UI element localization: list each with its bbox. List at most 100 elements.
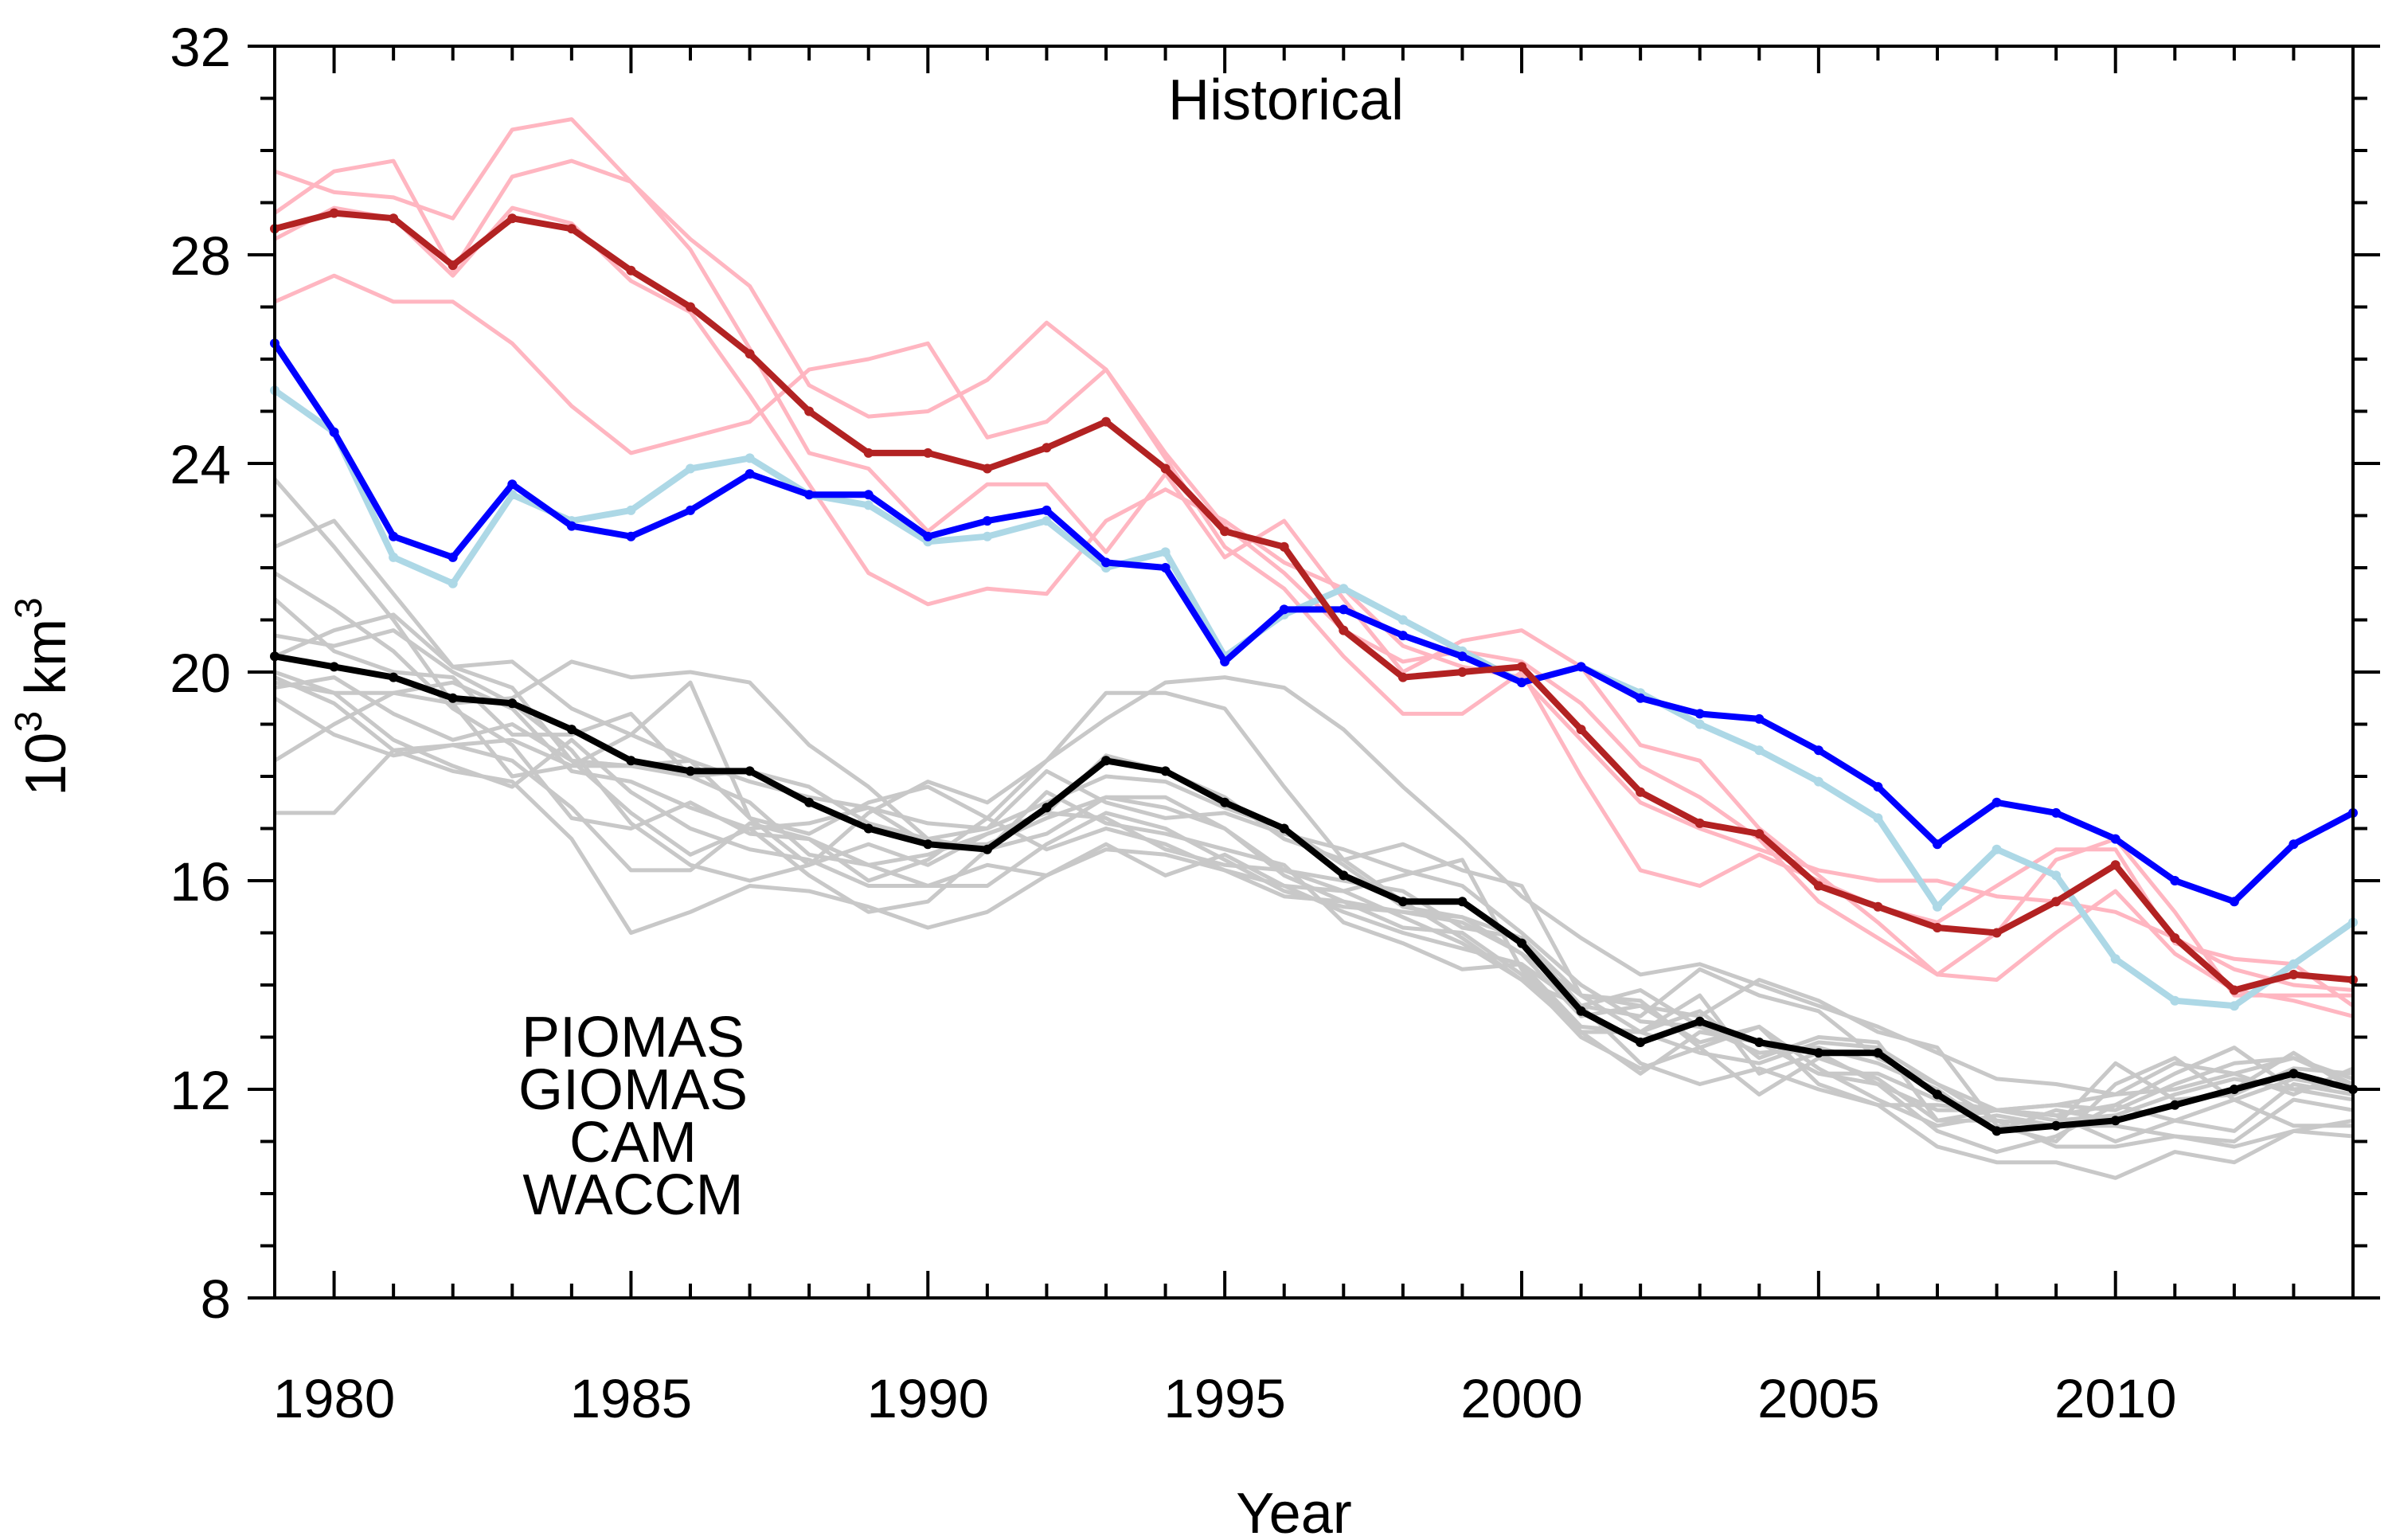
data-point-piomas-1983 (507, 490, 518, 500)
data-point-piomas-2009 (2051, 870, 2062, 881)
data-point-piomas-2011 (2170, 995, 2180, 1006)
series-line-piomas (272, 388, 2355, 1010)
data-point-piomas-1997 (1339, 584, 1349, 594)
data-point-cam-1994 (1160, 766, 1171, 776)
data-point-waccm-1985 (626, 265, 636, 276)
data-point-piomas-1989 (863, 500, 874, 510)
data-point-waccm-1980 (329, 208, 339, 218)
data-point-waccm-1984 (566, 224, 577, 234)
data-point-piomas-1987 (745, 453, 755, 463)
data-point-giomas-1986 (686, 505, 695, 515)
data-point-giomas-1994 (1160, 563, 1171, 573)
x-tick-label-2000: 2000 (1460, 1368, 1583, 1429)
data-point-waccm-1994 (1160, 463, 1171, 474)
ensemble-line-cam-5 (273, 518, 2354, 1128)
series-line-giomas (272, 342, 2355, 905)
legend: PIOMAS GIOMAS CAM WACCM (518, 1006, 748, 1227)
y-tick-label-32: 32 (170, 17, 231, 78)
y-axis-title: 103 km3 (8, 597, 78, 795)
x-tick-label-1995: 1995 (1163, 1368, 1286, 1429)
data-point-giomas-1993 (1101, 557, 1111, 568)
ensemble-line-waccm-3 (273, 205, 2354, 992)
data-point-giomas-1996 (1279, 604, 1289, 615)
ensemble-line-cam-12 (273, 680, 2354, 1149)
plot-frame (273, 45, 2355, 1300)
data-point-cam-2004 (1754, 1038, 1765, 1047)
data-point-giomas-2005 (1813, 745, 1823, 756)
data-point-cam-1981 (389, 672, 399, 682)
data-point-giomas-1981 (389, 531, 399, 541)
y-tick-label-16: 16 (170, 851, 231, 913)
data-point-cam-1987 (745, 766, 755, 776)
data-point-cam-1984 (566, 725, 577, 735)
data-point-giomas-1997 (1339, 604, 1349, 615)
y-tick-label-28: 28 (170, 225, 231, 287)
data-point-waccm-2007 (1933, 923, 1942, 932)
data-point-giomas-2001 (1576, 662, 1586, 672)
data-point-cam-1992 (1042, 803, 1052, 813)
data-point-waccm-2012 (2229, 985, 2239, 995)
data-point-giomas-1980 (329, 427, 339, 437)
data-point-waccm-2005 (1813, 881, 1823, 891)
data-point-giomas-2011 (2170, 876, 2180, 885)
data-point-giomas-2010 (2110, 834, 2120, 844)
legend-label-waccm: WACCM (522, 1163, 743, 1227)
data-point-cam-2003 (1694, 1016, 1705, 1026)
data-point-waccm-1993 (1101, 416, 1111, 427)
y-tick-label-8: 8 (201, 1268, 231, 1330)
data-point-giomas-2008 (1991, 797, 2002, 807)
data-point-cam-1989 (863, 823, 874, 834)
data-point-giomas-1998 (1397, 631, 1408, 641)
data-point-cam-2008 (1991, 1126, 2002, 1136)
data-point-piomas-2004 (1754, 745, 1765, 756)
data-point-waccm-1989 (863, 448, 874, 458)
x-tick-label-2005: 2005 (1757, 1368, 1880, 1429)
data-point-waccm-2002 (1636, 787, 1646, 797)
ensemble-members (273, 117, 2355, 1180)
data-point-cam-2009 (2051, 1120, 2062, 1131)
data-point-cam-1986 (686, 766, 695, 776)
y-axis-title-sup1: 3 (8, 711, 50, 733)
data-point-cam-2012 (2229, 1085, 2239, 1094)
chart-title: Historical (1168, 68, 1404, 132)
data-point-giomas-1983 (507, 479, 518, 490)
data-point-piomas-1981 (389, 552, 399, 562)
y-axis-title-unit: km (14, 619, 78, 711)
data-point-waccm-2000 (1517, 662, 1526, 672)
data-point-waccm-1982 (448, 260, 458, 271)
data-point-giomas-2009 (2051, 807, 2062, 818)
data-point-giomas-2006 (1873, 782, 1883, 792)
data-point-waccm-2003 (1694, 818, 1705, 828)
y-axis-title-base: 10 (14, 733, 78, 796)
x-tick-label-1990: 1990 (867, 1368, 990, 1429)
axis-ticks (248, 45, 2380, 1300)
data-point-cam-1983 (507, 698, 518, 709)
data-point-giomas-2012 (2229, 897, 2239, 907)
ensemble-line-waccm-1 (273, 158, 2353, 998)
series-line-waccm (273, 209, 2354, 994)
data-point-giomas-2013 (2289, 839, 2299, 850)
data-point-giomas-2007 (1933, 839, 1942, 850)
data-point-piomas-1992 (1042, 516, 1052, 526)
x-axis-title: Year (1236, 1482, 1351, 1540)
data-point-waccm-1995 (1220, 526, 1230, 537)
ensemble-line-cam-14 (274, 659, 2355, 1112)
data-point-giomas-1995 (1220, 656, 1230, 666)
data-point-giomas-1990 (923, 531, 933, 541)
data-point-cam-2006 (1873, 1048, 1883, 1058)
data-point-cam-1988 (804, 797, 815, 807)
data-point-cam-1985 (626, 756, 636, 766)
x-tick-label-1980: 1980 (273, 1368, 396, 1429)
data-point-waccm-1997 (1339, 625, 1349, 635)
data-point-cam-1995 (1220, 797, 1230, 807)
data-point-giomas-1985 (626, 531, 636, 541)
data-point-giomas-1989 (863, 490, 874, 500)
data-point-cam-2007 (1933, 1089, 1942, 1100)
data-point-waccm-2004 (1754, 829, 1765, 839)
data-point-giomas-2004 (1754, 713, 1765, 724)
data-point-cam-1996 (1279, 823, 1289, 834)
data-point-giomas-2000 (1517, 678, 1526, 688)
data-point-giomas-1982 (448, 552, 458, 562)
